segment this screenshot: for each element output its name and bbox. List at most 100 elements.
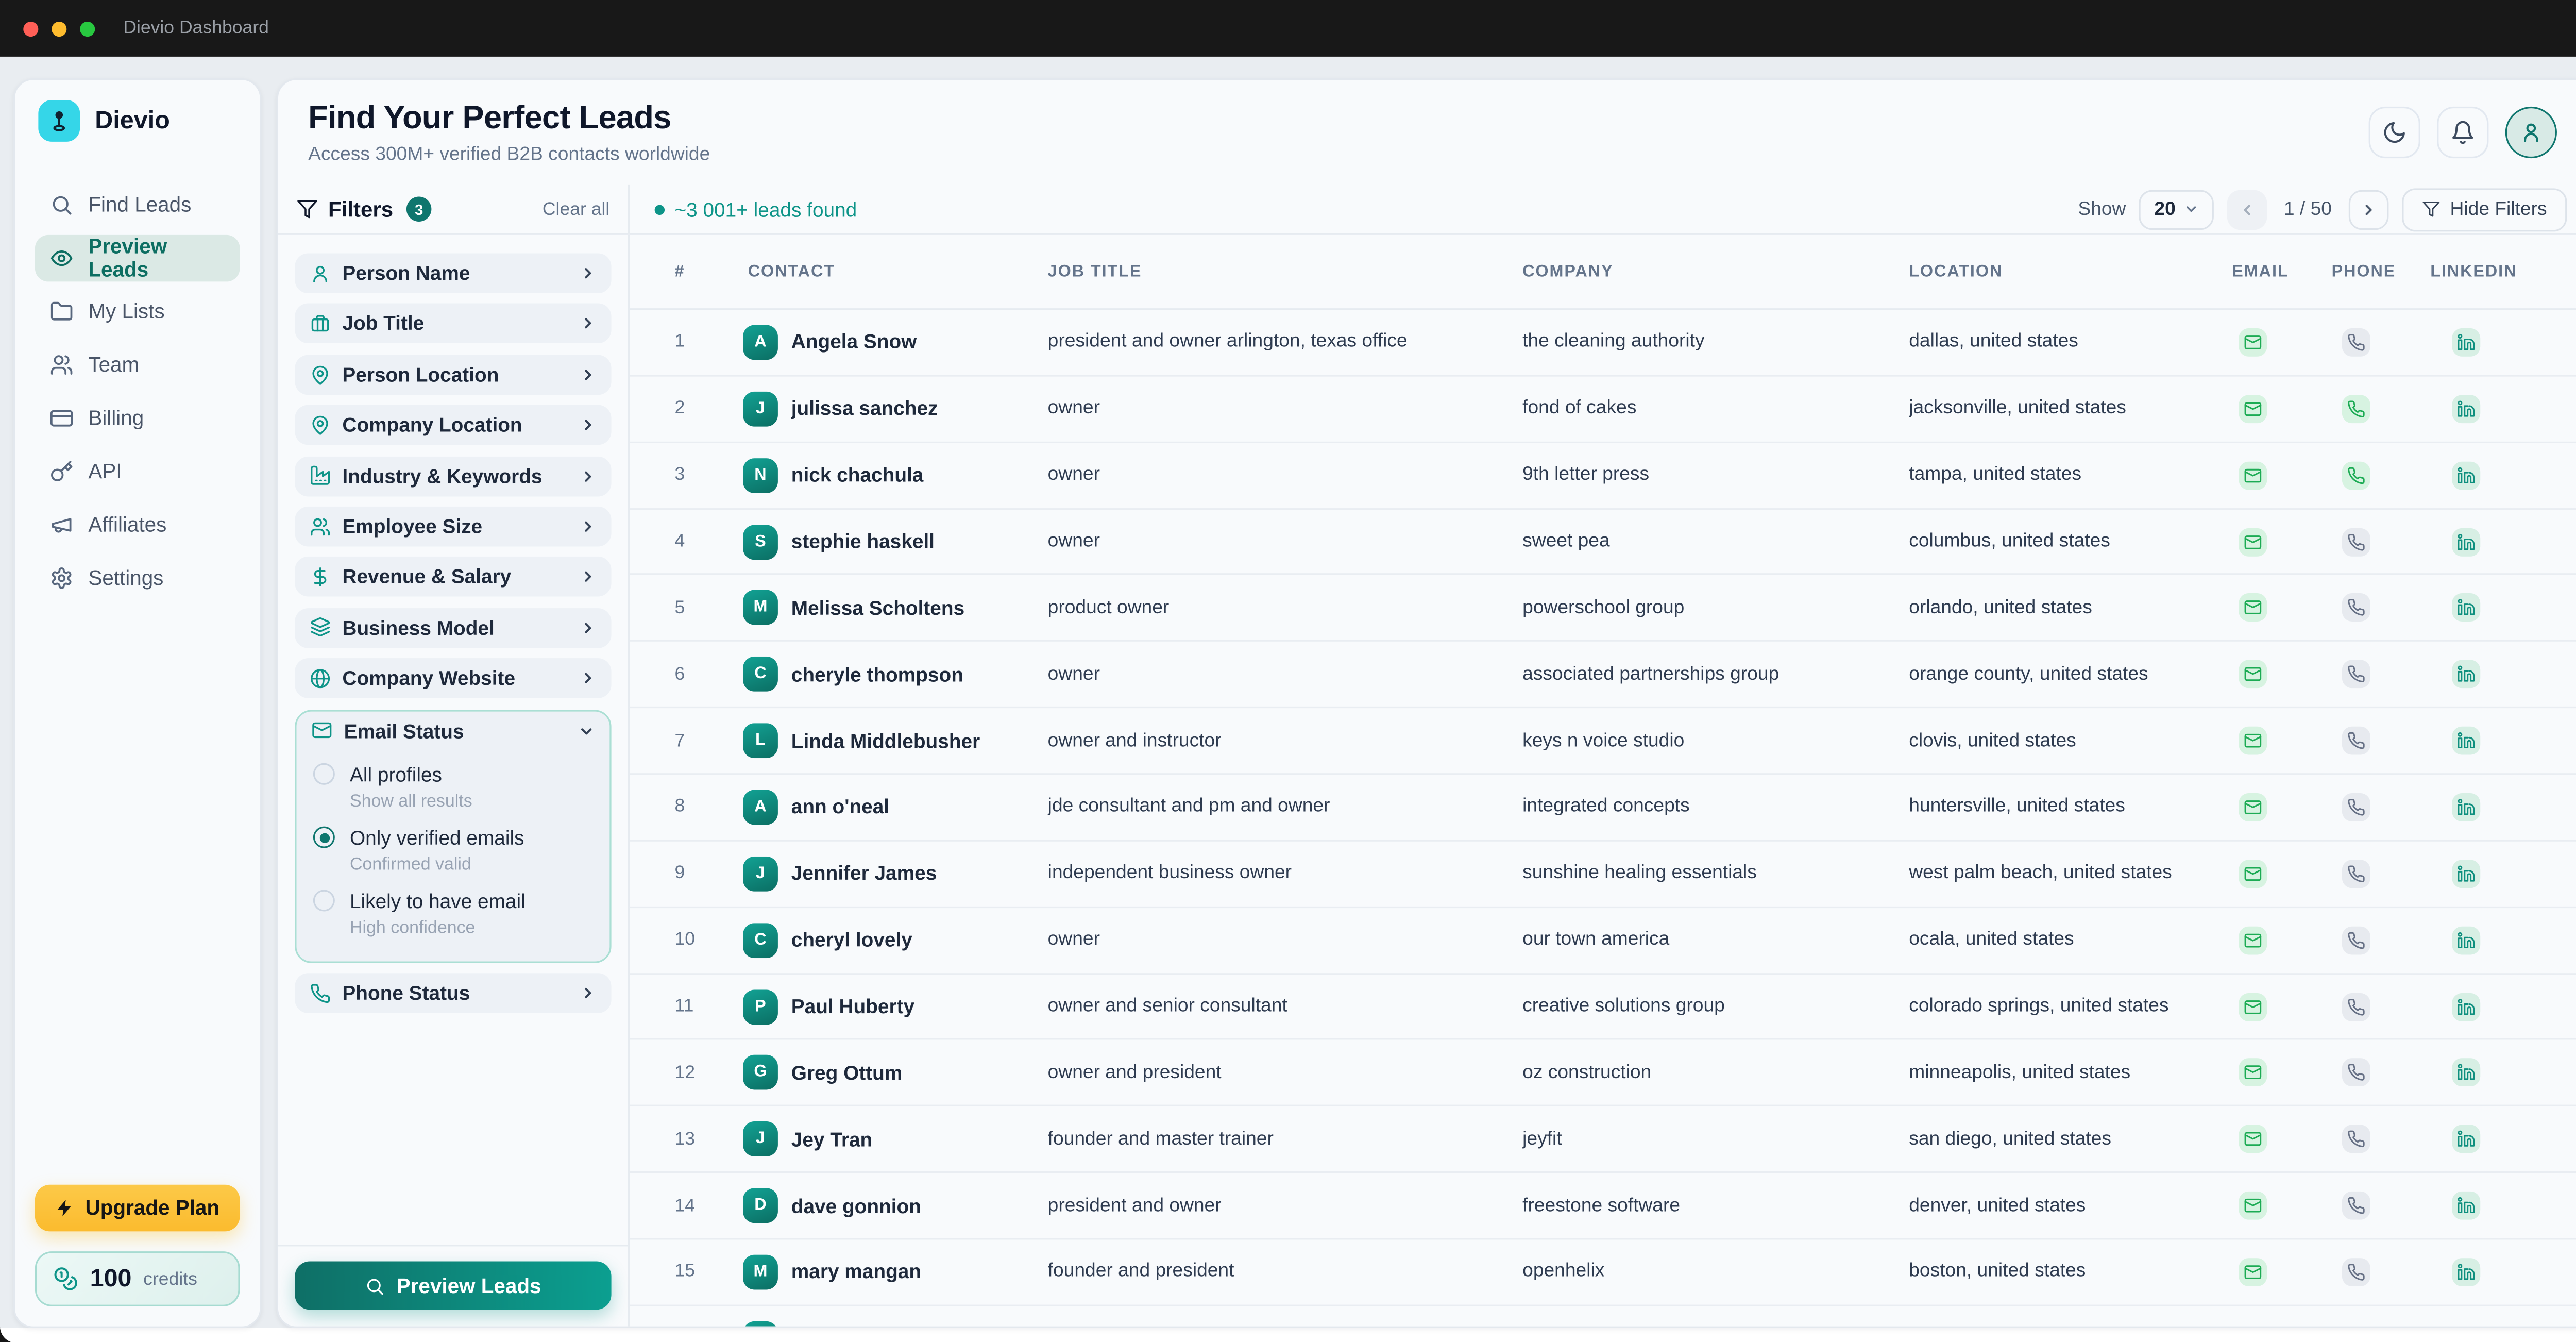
table-row[interactable]: 9 J Jennifer James independent business own… <box>630 841 2576 908</box>
mail-badge[interactable] <box>2238 926 2266 954</box>
mail-badge[interactable] <box>2238 1125 2266 1154</box>
phone-badge[interactable] <box>2341 1125 2370 1154</box>
linkedin-badge[interactable] <box>2451 594 2480 623</box>
filter-phone-status[interactable]: Phone Status <box>295 972 612 1013</box>
sidebar-item-my-lists[interactable]: My Lists <box>35 288 240 335</box>
mail-badge[interactable] <box>2238 660 2266 689</box>
mail-badge[interactable] <box>2238 394 2266 423</box>
sidebar-item-affiliates[interactable]: Affiliates <box>35 501 240 548</box>
linkedin-badge[interactable] <box>2451 859 2480 888</box>
filter-person-name[interactable]: Person Name <box>295 253 612 294</box>
phone-badge[interactable] <box>2341 1192 2370 1220</box>
phone-badge[interactable] <box>2341 527 2370 556</box>
table-row[interactable]: 13 J Jey Tran founder and master trainer jey… <box>630 1107 2576 1173</box>
mail-badge[interactable] <box>2238 992 2266 1021</box>
phone-badge[interactable] <box>2341 859 2370 888</box>
linkedin-badge[interactable] <box>2451 1125 2480 1154</box>
factory-icon <box>310 465 330 486</box>
filter-business-model[interactable]: Business Model <box>295 608 612 648</box>
close-window-button[interactable] <box>23 21 39 36</box>
filter-person-location[interactable]: Person Location <box>295 354 612 395</box>
phone-badge[interactable] <box>2341 992 2370 1021</box>
linkedin-badge[interactable] <box>2451 394 2480 423</box>
table-row[interactable]: 5 M Melissa Scholtens product owner powersch… <box>630 576 2576 642</box>
mail-badge[interactable] <box>2238 461 2266 490</box>
email-status-option-likely-to-have-email[interactable]: Likely to have email High confidence <box>297 881 610 944</box>
preview-leads-button[interactable]: Preview Leads <box>295 1261 612 1310</box>
email-status-option-only-verified-emails[interactable]: Only verified emails Confirmed valid <box>297 817 610 881</box>
sidebar-item-preview-leads[interactable]: Preview Leads <box>35 234 240 282</box>
radio-unchecked[interactable] <box>313 763 335 785</box>
sidebar-item-team[interactable]: Team <box>35 342 240 389</box>
maximize-window-button[interactable] <box>80 21 95 36</box>
user-avatar[interactable] <box>2505 106 2557 159</box>
linkedin-badge[interactable] <box>2451 1059 2480 1087</box>
phone-badge[interactable] <box>2341 726 2370 755</box>
sidebar-item-settings[interactable]: Settings <box>35 555 240 602</box>
notifications-button[interactable] <box>2437 106 2489 159</box>
phone-badge[interactable] <box>2341 328 2370 357</box>
mail-badge[interactable] <box>2238 594 2266 623</box>
prev-page-button[interactable] <box>2227 189 2267 229</box>
linkedin-badge[interactable] <box>2451 1257 2480 1286</box>
filter-revenue-salary[interactable]: Revenue & Salary <box>295 557 612 597</box>
minimize-window-button[interactable] <box>52 21 67 36</box>
linkedin-badge[interactable] <box>2451 726 2480 755</box>
mail-badge[interactable] <box>2238 1257 2266 1286</box>
phone-badge[interactable] <box>2341 461 2370 490</box>
radio-checked[interactable] <box>313 826 335 848</box>
filter-company-website[interactable]: Company Website <box>295 658 612 699</box>
mail-badge[interactable] <box>2238 1192 2266 1220</box>
filter-email-status[interactable]: Email Status <box>297 711 610 751</box>
sidebar-item-api[interactable]: API <box>35 448 240 495</box>
linkedin-badge[interactable] <box>2451 328 2480 357</box>
email-status-option-all-profiles[interactable]: All profiles Show all results <box>297 754 610 817</box>
table-row[interactable]: 12 G Greg Ottum owner and president oz const… <box>630 1041 2576 1107</box>
table-row[interactable]: 1 A Angela Snow president and owner arlingt… <box>630 310 2576 377</box>
phone-badge[interactable] <box>2341 793 2370 821</box>
dark-mode-button[interactable] <box>2368 106 2420 159</box>
sidebar-item-billing[interactable]: Billing <box>35 395 240 442</box>
mail-badge[interactable] <box>2238 793 2266 821</box>
hide-filters-button[interactable]: Hide Filters <box>2401 187 2567 231</box>
upgrade-plan-button[interactable]: Upgrade Plan <box>35 1184 240 1232</box>
next-page-button[interactable] <box>2348 189 2388 229</box>
phone-badge[interactable] <box>2341 1257 2370 1286</box>
filter-employee-size[interactable]: Employee Size <box>295 506 612 547</box>
linkedin-badge[interactable] <box>2451 461 2480 490</box>
mail-badge[interactable] <box>2238 1059 2266 1087</box>
filter-job-title[interactable]: Job Title <box>295 304 612 344</box>
linkedin-badge[interactable] <box>2451 527 2480 556</box>
filter-industry-keywords[interactable]: Industry & Keywords <box>295 456 612 496</box>
phone-badge[interactable] <box>2341 394 2370 423</box>
filter-company-location[interactable]: Company Location <box>295 405 612 445</box>
sidebar-item-find-leads[interactable]: Find Leads <box>35 181 240 228</box>
mail-badge[interactable] <box>2238 328 2266 357</box>
clear-all-filters[interactable]: Clear all <box>542 199 610 220</box>
linkedin-badge[interactable] <box>2451 660 2480 689</box>
linkedin-badge[interactable] <box>2451 992 2480 1021</box>
mail-badge[interactable] <box>2238 859 2266 888</box>
mail-badge[interactable] <box>2238 726 2266 755</box>
mail-badge[interactable] <box>2238 527 2266 556</box>
linkedin-badge[interactable] <box>2451 926 2480 954</box>
linkedin-badge[interactable] <box>2451 1192 2480 1220</box>
table-row[interactable]: 7 L Linda Middlebusher owner and instructor… <box>630 709 2576 775</box>
table-row[interactable]: 11 P Paul Huberty owner and senior consulta… <box>630 974 2576 1041</box>
phone-badge[interactable] <box>2341 594 2370 623</box>
credits-box[interactable]: 100 credits <box>35 1251 240 1306</box>
radio-unchecked[interactable] <box>313 890 335 912</box>
linkedin-badge[interactable] <box>2451 793 2480 821</box>
phone-badge[interactable] <box>2341 1059 2370 1087</box>
page-size-select[interactable]: 20 <box>2139 189 2214 229</box>
phone-badge[interactable] <box>2341 660 2370 689</box>
phone-badge[interactable] <box>2341 926 2370 954</box>
